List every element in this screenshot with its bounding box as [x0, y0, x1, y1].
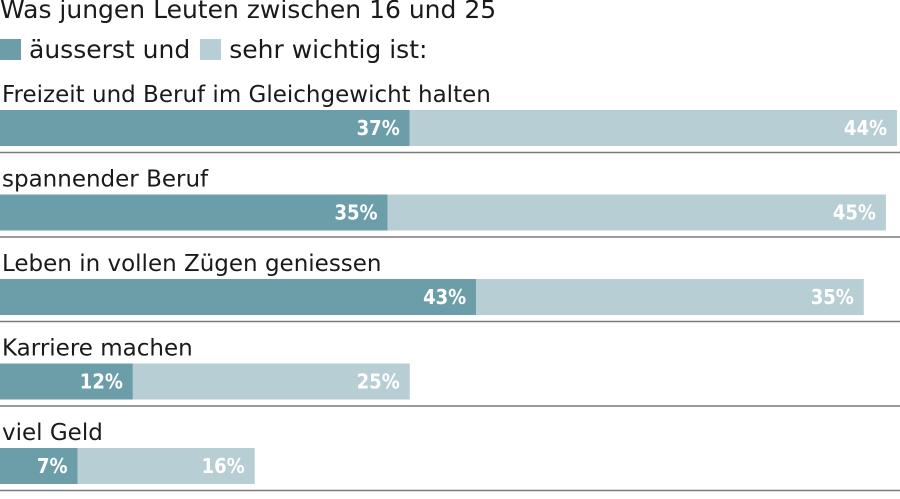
value-label-spannender-beruf-sehr-wichtig-ist: 45%	[833, 201, 876, 225]
category-label-viel-geld: viel Geld	[2, 420, 103, 446]
value-label-viel-geld-ausserst-und: 7%	[37, 454, 68, 478]
value-label-viel-geld-sehr-wichtig-ist: 16%	[202, 454, 245, 478]
legend-label-aeusserst: äusserst und	[29, 34, 191, 64]
legend-swatch-sehr-wichtig	[200, 38, 222, 60]
bar-viel-geld-ausserst-und	[0, 448, 78, 484]
bar-leben-in-vollen-zugen-geniessen-ausserst-und	[0, 279, 477, 315]
legend-swatch-aeusserst	[0, 38, 21, 60]
value-label-karriere-machen-sehr-wichtig-ist: 25%	[357, 370, 400, 394]
chart-title: Was jungen Leuten zwischen 16 und 25	[0, 0, 497, 24]
value-label-leben-in-vollen-zugen-geniessen-sehr-wichtig-ist: 35%	[811, 285, 854, 309]
value-label-karriere-machen-ausserst-und: 12%	[80, 370, 123, 394]
legend-label-sehr-wichtig: sehr wichtig ist:	[229, 34, 428, 64]
value-label-spannender-beruf-ausserst-und: 35%	[335, 201, 378, 225]
value-label-freizeit-und-beruf-im-gleichgewicht-halten-ausserst-und: 37%	[357, 116, 400, 140]
legend: äusserst und sehr wichtig ist:	[0, 33, 437, 65]
category-label-spannender-beruf: spannender Beruf	[2, 167, 209, 193]
value-label-freizeit-und-beruf-im-gleichgewicht-halten-sehr-wichtig-ist: 44%	[844, 116, 887, 140]
bar-karriere-machen-ausserst-und	[0, 363, 133, 400]
bar-freizeit-und-beruf-im-gleichgewicht-halten-ausserst-und	[0, 110, 410, 146]
bar-spannender-beruf-ausserst-und	[0, 194, 388, 231]
bar-leben-in-vollen-zugen-geniessen-sehr-wichtig-ist	[476, 279, 864, 315]
bar-spannender-beruf-sehr-wichtig-ist	[387, 194, 886, 231]
bar-viel-geld-sehr-wichtig-ist	[77, 448, 255, 484]
bar-freizeit-und-beruf-im-gleichgewicht-halten-sehr-wichtig-ist	[409, 110, 897, 146]
category-label-karriere-machen: Karriere machen	[2, 336, 193, 362]
category-label-leben-in-vollen-zugen-geniessen: Leben in vollen Zügen geniessen	[2, 251, 382, 277]
value-label-leben-in-vollen-zugen-geniessen-ausserst-und: 43%	[423, 285, 466, 309]
category-label-freizeit-und-beruf-im-gleichgewicht-halten: Freizeit und Beruf im Gleichgewicht halt…	[2, 82, 491, 108]
bar-karriere-machen-sehr-wichtig-ist	[132, 363, 410, 400]
